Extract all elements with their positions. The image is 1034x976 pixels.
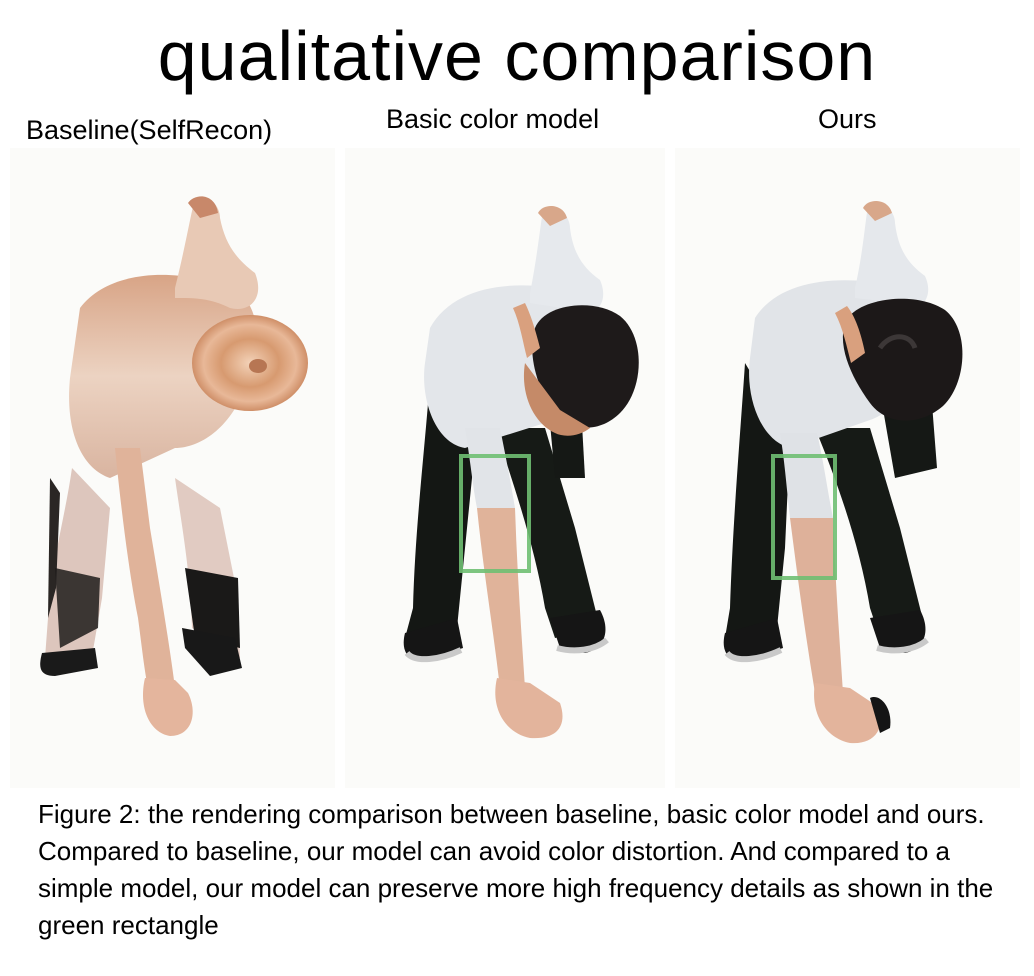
highlight-rectangle bbox=[771, 454, 837, 580]
rendering-baseline bbox=[10, 148, 335, 788]
figure-caption: Figure 2: the rendering comparison betwe… bbox=[38, 799, 994, 940]
column-label-basic-color-model: Basic color model bbox=[386, 104, 600, 134]
baseline-figure-image bbox=[40, 196, 308, 736]
figure-title: qualitative comparison bbox=[157, 17, 877, 95]
ours-figure-image bbox=[723, 201, 963, 744]
column-label-ours: Ours bbox=[818, 104, 877, 134]
column-label-baseline: Baseline(SelfRecon) bbox=[26, 115, 273, 145]
highlight-rectangle bbox=[459, 454, 531, 573]
rendering-ours bbox=[675, 148, 1020, 788]
basic-color-model-figure-image bbox=[403, 206, 639, 739]
rendering-basic-color-model bbox=[345, 148, 665, 788]
